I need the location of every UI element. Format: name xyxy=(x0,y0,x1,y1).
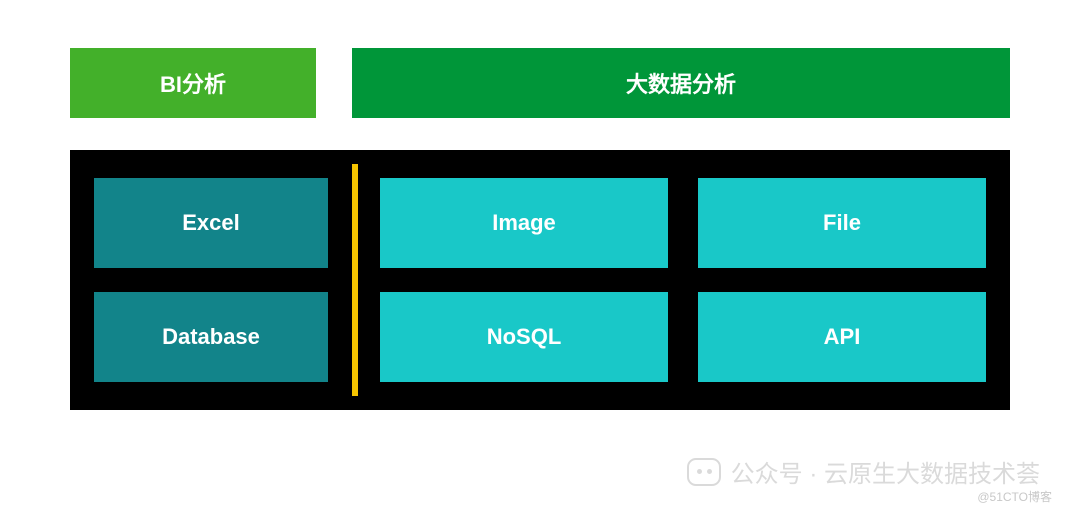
header-row: BI分析 大数据分析 xyxy=(70,48,1010,118)
cell-image: Image xyxy=(380,178,668,268)
panel-divider xyxy=(352,164,358,396)
watermark-text: 公众号 · 云原生大数据技术荟 xyxy=(731,454,1040,489)
cell-api: API xyxy=(698,292,986,382)
data-source-panel: Excel Database Image File NoSQL API xyxy=(70,150,1010,410)
diagram-canvas: BI分析 大数据分析 Excel Database Image File NoS… xyxy=(70,48,1010,410)
header-bi-analysis: BI分析 xyxy=(70,48,316,118)
attribution-text: @51CTO博客 xyxy=(977,488,1052,505)
cell-database: Database xyxy=(94,292,328,382)
cell-nosql: NoSQL xyxy=(380,292,668,382)
cell-file: File xyxy=(698,178,986,268)
wechat-bubble-icon xyxy=(687,458,721,486)
panel-left-column: Excel Database xyxy=(70,150,352,410)
header-big-data-analysis: 大数据分析 xyxy=(352,48,1010,118)
watermark: 公众号 · 云原生大数据技术荟 xyxy=(687,454,1040,489)
panel-right-grid: Image File NoSQL API xyxy=(352,150,1010,410)
cell-excel: Excel xyxy=(94,178,328,268)
